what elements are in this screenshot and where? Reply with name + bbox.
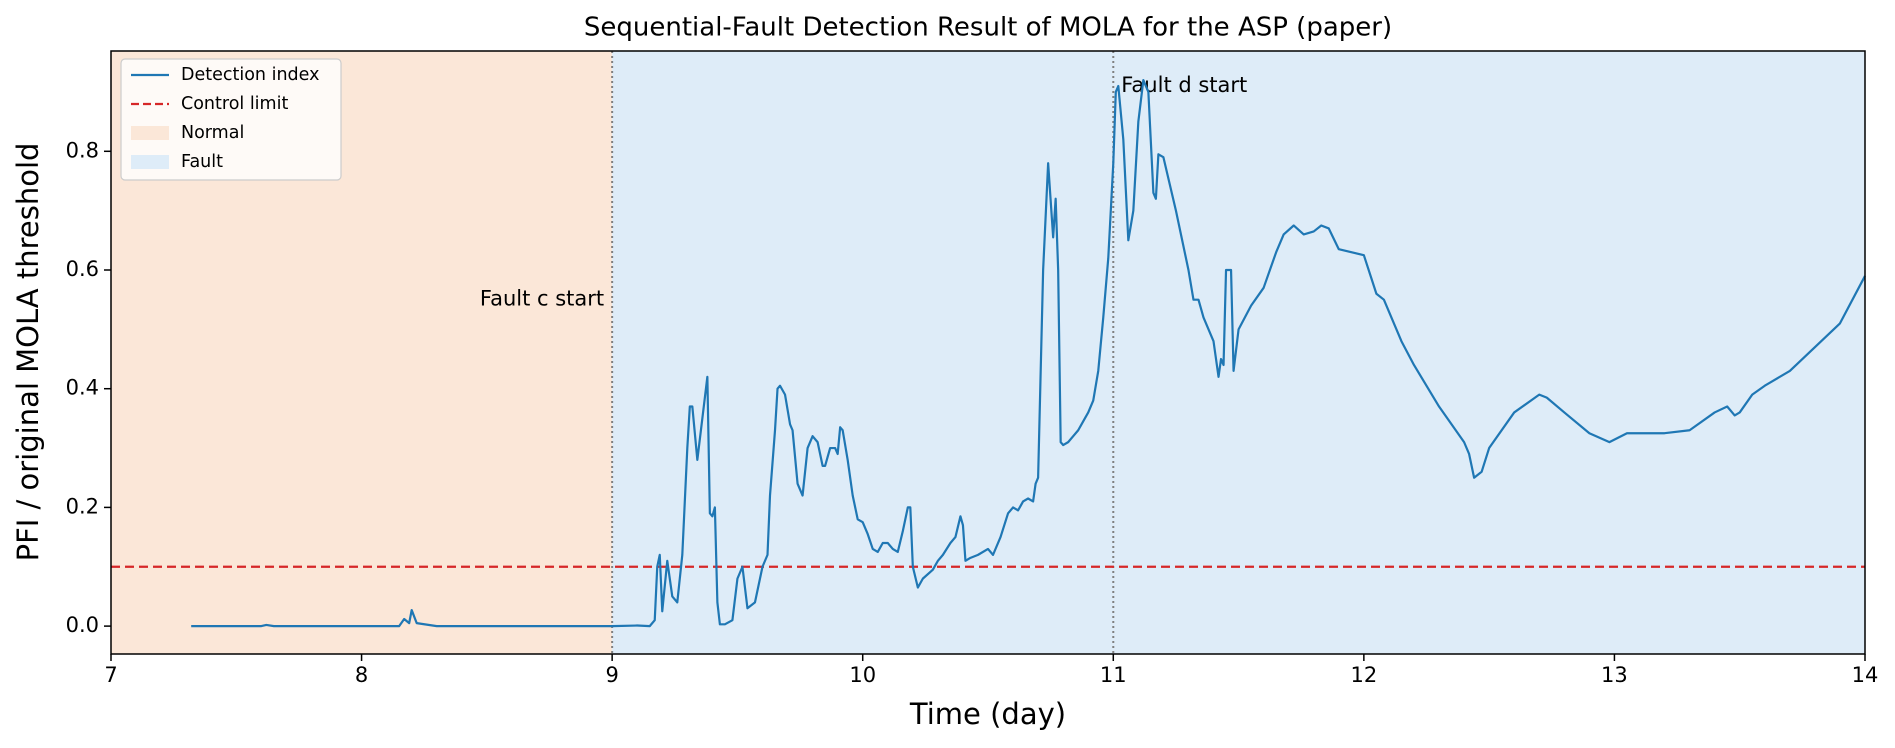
- event-label: Fault d start: [1121, 73, 1247, 97]
- x-tick-label: 8: [355, 663, 368, 687]
- x-tick-label: 13: [1601, 663, 1628, 687]
- detection-line: [191, 78, 1866, 628]
- y-tick-label: 0.8: [66, 138, 99, 162]
- y-axis-label: PFI / original MOLA threshold: [11, 143, 45, 562]
- x-tick-label: 12: [1350, 663, 1377, 687]
- y-tick-label: 0.0: [66, 613, 99, 637]
- x-tick-label: 10: [849, 663, 876, 687]
- plot-frame: [110, 50, 1866, 655]
- legend-label: Detection index: [181, 65, 319, 85]
- x-tick-label: 14: [1852, 663, 1879, 687]
- x-tick-label: 7: [104, 663, 117, 687]
- event-label: Fault c start: [480, 287, 604, 311]
- y-tick-label: 0.6: [66, 257, 99, 281]
- x-tick-label: 9: [605, 663, 618, 687]
- legend-swatch: [131, 155, 169, 169]
- y-tick-label: 0.2: [66, 494, 99, 518]
- legend-box: [120, 58, 342, 181]
- legend-swatch: [131, 126, 169, 140]
- legend-label: Control limit: [181, 94, 288, 114]
- chart-title: Sequential-Fault Detection Result of MOL…: [584, 13, 1392, 43]
- region: [612, 51, 1866, 654]
- y-tick-label: 0.4: [66, 376, 99, 400]
- x-axis-label: Time (day): [909, 697, 1066, 731]
- legend-label: Fault: [181, 152, 223, 172]
- x-tick-label: 11: [1100, 663, 1127, 687]
- legend-label: Normal: [181, 123, 244, 143]
